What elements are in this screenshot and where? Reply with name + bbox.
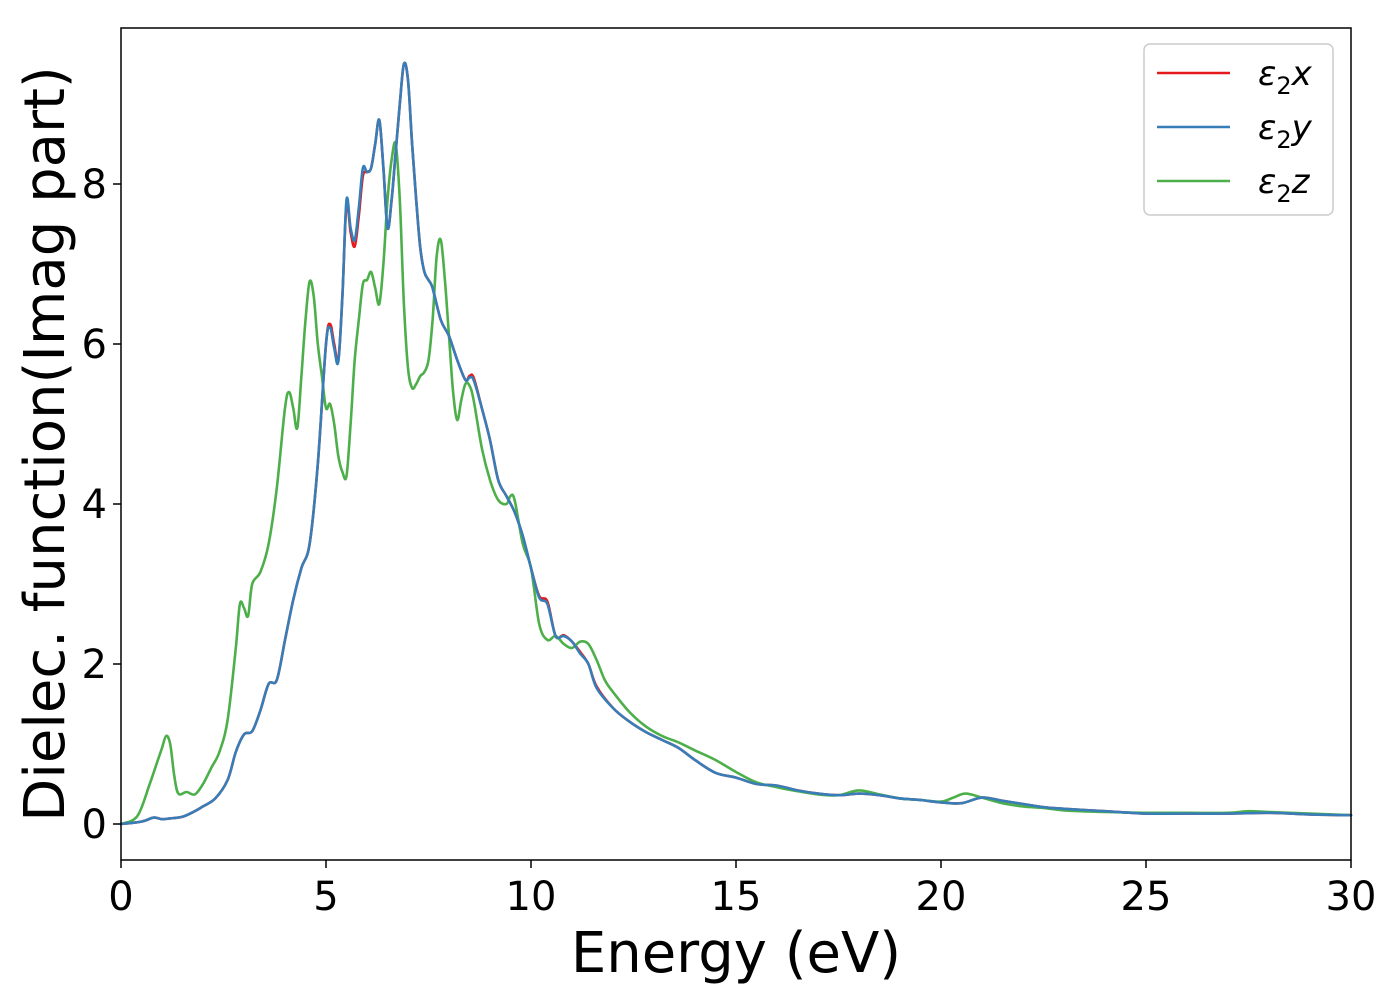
legend-subscript: 2 xyxy=(1276,126,1291,154)
legend-label-x: ε2x xyxy=(1258,54,1313,100)
legend-component: y xyxy=(1291,108,1313,148)
x-tick-label: 20 xyxy=(916,874,967,920)
x-axis: 0 5 10 15 20 25 30 xyxy=(108,860,1376,920)
x-tick-label: 10 xyxy=(506,874,557,920)
x-tick-label: 25 xyxy=(1121,874,1172,920)
legend-box xyxy=(1143,43,1334,216)
legend-component: x xyxy=(1291,54,1313,94)
legend-epsilon: ε xyxy=(1258,54,1276,94)
legend-epsilon: ε xyxy=(1258,108,1276,148)
x-tick-label: 15 xyxy=(711,874,762,920)
legend-label-z: ε2z xyxy=(1258,162,1311,208)
legend-subscript: 2 xyxy=(1276,72,1291,100)
x-tick-label: 30 xyxy=(1326,874,1377,920)
y-tick-label: 6 xyxy=(82,322,107,368)
legend-epsilon: ε xyxy=(1258,162,1276,202)
x-axis-title: Energy (eV) xyxy=(571,921,901,986)
series-line-z xyxy=(119,141,1353,826)
y-axis-title: Dielec. function(Imag part) xyxy=(13,66,78,822)
y-tick-label: 0 xyxy=(82,802,107,848)
series-layer xyxy=(119,61,1353,826)
y-tick-label: 4 xyxy=(82,482,107,528)
legend-subscript: 2 xyxy=(1276,180,1291,208)
series-line-y xyxy=(119,61,1353,826)
legend-label-y: ε2y xyxy=(1258,108,1313,154)
y-axis: 0 2 4 6 8 xyxy=(82,162,121,848)
y-tick-label: 2 xyxy=(82,642,107,688)
y-tick-label: 8 xyxy=(82,162,107,208)
legend-component: z xyxy=(1291,162,1311,202)
x-tick-label: 5 xyxy=(313,874,338,920)
x-tick-label: 0 xyxy=(108,874,133,920)
